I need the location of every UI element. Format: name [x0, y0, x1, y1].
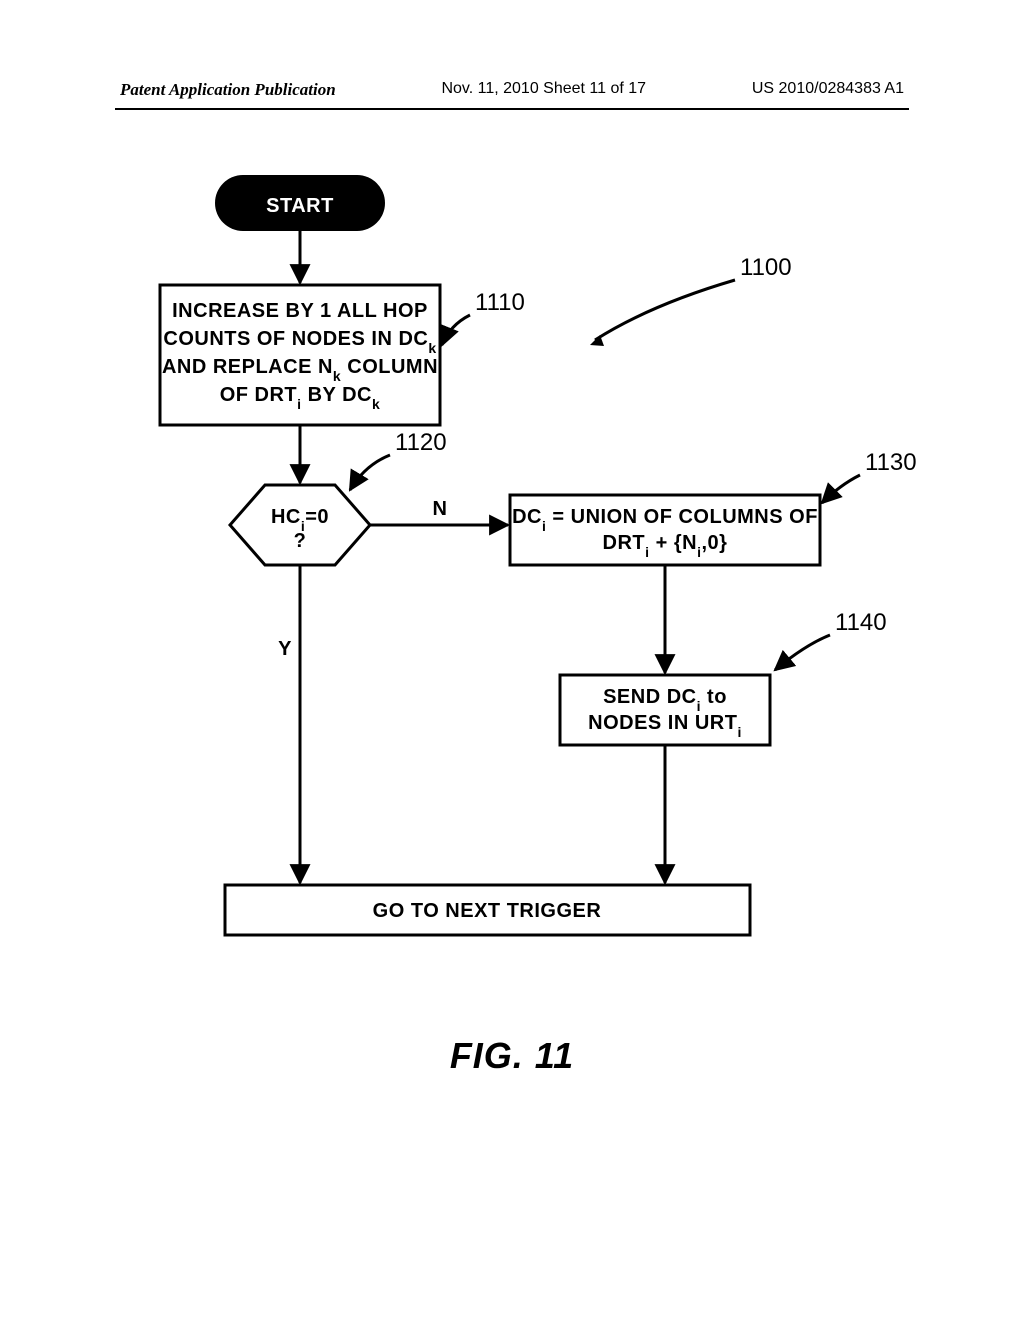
decision-yes-label: Y	[278, 638, 292, 660]
ref-1130-leader	[822, 475, 860, 503]
box-1130-line2: DRTi + {Ni,0}	[603, 532, 728, 560]
box-1110-line2: COUNTS OF NODES IN DCk	[163, 328, 436, 356]
page-header: Patent Application Publication Nov. 11, …	[0, 80, 1024, 100]
box-1140-line1: SEND DCi to	[603, 686, 727, 714]
start-label: START	[266, 195, 334, 217]
end-label: GO TO NEXT TRIGGER	[373, 900, 602, 922]
ref-1100-arc	[595, 280, 735, 340]
box-1130-line1: DCi = UNION OF COLUMNS OF	[512, 506, 818, 534]
box-1110-line3: AND REPLACE Nk COLUMN	[162, 356, 438, 384]
ref-1100-label: 1100	[740, 254, 792, 281]
ref-1110-label: 1110	[475, 289, 525, 316]
ref-1120-label: 1120	[395, 429, 447, 456]
header-left: Patent Application Publication	[120, 80, 336, 100]
page: Patent Application Publication Nov. 11, …	[0, 0, 1024, 1320]
box-1140-line2: NODES IN URTi	[588, 712, 742, 740]
box-1110-line1: INCREASE BY 1 ALL HOP	[172, 300, 428, 322]
header-right: US 2010/0284383 A1	[752, 80, 904, 100]
header-center: Nov. 11, 2010 Sheet 11 of 17	[441, 80, 646, 100]
decision-1120-line2: ?	[294, 530, 307, 552]
ref-1140-leader	[775, 635, 830, 670]
ref-1130-label: 1130	[865, 449, 917, 476]
flowchart-canvas: 1100 START INCREASE BY 1 ALL HOP COUNTS …	[0, 165, 1024, 1165]
box-1110-line4: OF DRTi BY DCk	[220, 384, 381, 412]
flowchart-svg: 1100 START INCREASE BY 1 ALL HOP COUNTS …	[0, 165, 1024, 1065]
ref-1120-leader	[350, 455, 390, 490]
ref-1110-leader	[442, 315, 470, 345]
header-rule	[115, 108, 909, 110]
decision-no-label: N	[433, 498, 448, 520]
figure-label: FIG. 11	[0, 1035, 1024, 1077]
ref-1140-label: 1140	[835, 609, 887, 636]
